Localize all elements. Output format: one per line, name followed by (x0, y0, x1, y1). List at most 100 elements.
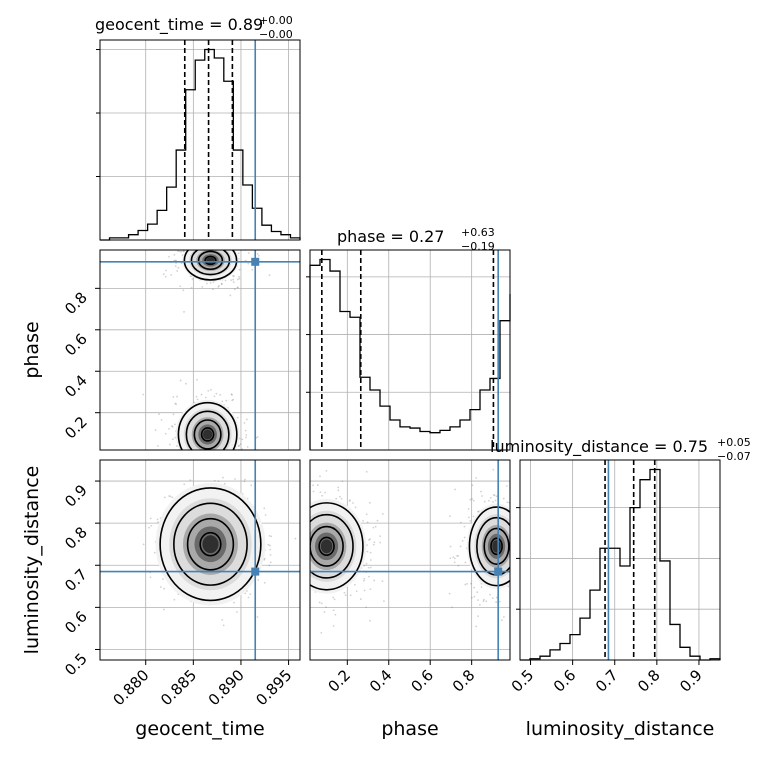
scatter-point (210, 247, 212, 249)
scatter-point (306, 585, 308, 587)
scatter-point (341, 480, 344, 483)
scatter-point (368, 501, 371, 504)
scatter-point (229, 245, 231, 247)
density-level (202, 535, 219, 554)
scatter-point (251, 269, 254, 271)
scatter-point (449, 515, 451, 518)
scatter-point (244, 478, 246, 481)
scatter-point (472, 515, 475, 518)
scatter-point (469, 498, 472, 501)
scatter-point (203, 453, 205, 455)
scatter-point (257, 579, 260, 581)
scatter-point (196, 378, 198, 381)
scatter-point (518, 541, 520, 543)
scatter-point (368, 575, 370, 578)
scatter-point (236, 286, 239, 289)
scatter-point (214, 235, 216, 237)
scatter-point (512, 547, 514, 549)
scatter-point (512, 566, 514, 568)
scatter-point (464, 583, 467, 586)
scatter-point (224, 279, 227, 282)
scatter-point (231, 393, 233, 396)
scatter-point (383, 600, 385, 603)
scatter-point (207, 455, 209, 457)
scatter-point (174, 402, 177, 405)
scatter-point (225, 452, 227, 454)
scatter-point (467, 516, 470, 519)
scatter-point (316, 484, 319, 486)
scatter-point (185, 230, 187, 232)
title-geocent-time-sub: −0.00 (259, 28, 293, 41)
scatter-point (162, 578, 164, 580)
scatter-point (263, 558, 266, 561)
scatter-point (477, 599, 479, 602)
xlabel-phase: phase (381, 718, 438, 740)
xlabel-geocent-time: geocent_time (135, 718, 264, 740)
title-geocent-time-sup: +0.00 (259, 14, 293, 27)
scatter-point (170, 274, 173, 276)
scatter-point (168, 443, 171, 446)
x-tick-label: 0.895 (252, 666, 295, 709)
scatter-point (221, 455, 223, 457)
scatter-point (179, 379, 182, 382)
x-tick-label: 0.890 (205, 666, 248, 709)
scatter-point (464, 561, 467, 564)
scatter-point (297, 490, 299, 492)
ylabel-luminosity-distance: luminosity_distance (21, 466, 43, 655)
y-tick-label: 0.8 (61, 288, 91, 318)
scatter-point (294, 537, 297, 540)
scatter-point (470, 596, 473, 599)
scatter-point (195, 472, 197, 474)
scatter-point (212, 245, 214, 247)
scatter-point (516, 545, 518, 547)
title-luminosity-distance: luminosity_distance = 0.75 (490, 437, 708, 457)
scatter-point (538, 530, 540, 532)
scatter-point (179, 451, 181, 453)
x-tick-label: 0.2 (325, 666, 355, 696)
scatter-point (337, 486, 340, 489)
scatter-point (367, 566, 370, 569)
scatter-point (216, 451, 218, 453)
scatter-point (304, 566, 306, 568)
scatter-point (245, 434, 248, 436)
scatter-point (269, 548, 272, 551)
scatter-point (215, 392, 218, 395)
scatter-point (232, 275, 234, 277)
ylabel-phase: phase (21, 321, 43, 378)
scatter-point (220, 243, 222, 245)
scatter-point (512, 566, 514, 568)
x-tick-label: 0.880 (109, 666, 152, 709)
scatter-point (182, 289, 185, 292)
scatter-point (531, 576, 533, 578)
scatter-point (449, 557, 452, 560)
scatter-point (525, 572, 527, 574)
scatter-point (515, 551, 517, 553)
scatter-point (369, 559, 372, 561)
scatter-point (171, 425, 174, 428)
scatter-point (459, 521, 462, 524)
scatter-point (269, 553, 272, 556)
scatter-point (302, 582, 304, 584)
scatter-point (369, 538, 371, 540)
scatter-point (157, 521, 159, 524)
histogram-bars (520, 468, 721, 661)
scatter-point (236, 286, 239, 289)
scatter-point (211, 246, 213, 248)
scatter-point (312, 490, 315, 493)
scatter-point (366, 550, 369, 553)
scatter-point (353, 583, 356, 586)
scatter-point (233, 601, 235, 604)
truth-marker (251, 257, 260, 266)
scatter-point (291, 550, 293, 552)
scatter-point (332, 625, 335, 627)
scatter-point (162, 608, 165, 611)
scatter-point (160, 418, 163, 421)
scatter-point (263, 557, 266, 560)
scatter-point (204, 246, 206, 248)
scatter-point (185, 382, 187, 385)
scatter-point (319, 475, 321, 478)
scatter-point (174, 265, 177, 268)
scatter-point (213, 452, 215, 454)
scatter-point (510, 533, 512, 535)
scatter-point (183, 483, 186, 486)
